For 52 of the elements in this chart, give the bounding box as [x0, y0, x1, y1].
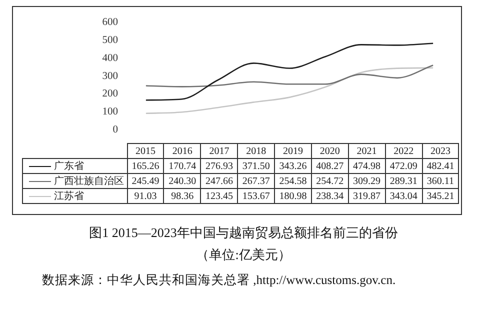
data-label: 482.41 — [422, 158, 459, 174]
data-label: 170.74 — [164, 158, 201, 174]
data-label: 180.98 — [274, 188, 312, 204]
data-label: 165.26 — [127, 158, 164, 174]
line-series — [145, 64, 434, 88]
x-tick-label: 2015 — [127, 144, 164, 158]
data-label: 474.98 — [348, 158, 386, 174]
data-label: 245.49 — [127, 174, 164, 188]
data-label: 91.03 — [127, 188, 164, 204]
text: 图1 2015—2023年中国与越南贸易总额排名前三的省份 — [88, 224, 399, 242]
y-tick-label: 500 — [102, 34, 118, 46]
y-tick-label: 600 — [102, 17, 118, 28]
data-label: 153.67 — [238, 188, 274, 204]
data-label: 360.11 — [422, 174, 459, 188]
y-tick-label: 300 — [102, 70, 118, 82]
x-tick-label: 2018 — [238, 144, 274, 158]
line-series — [145, 67, 434, 114]
line-series — [145, 42, 434, 101]
data-label: 276.93 — [200, 158, 238, 174]
x-tick-label: 2023 — [422, 144, 459, 158]
y-tick-label: 200 — [102, 88, 118, 100]
data-label: 240.30 — [164, 174, 201, 188]
data-label: 238.34 — [311, 188, 348, 204]
legend-label: 广东省 — [54, 161, 84, 172]
text: （单位:亿美元） — [195, 246, 292, 264]
x-tick-label: 2017 — [200, 144, 238, 158]
source-note: 数据来源：中华人民共和国海关总署 ,http://www.customs.gov.cn. — [41, 272, 397, 289]
data-label: 289.31 — [385, 174, 422, 188]
data-label: 319.87 — [348, 188, 386, 204]
data-label: 267.37 — [238, 174, 274, 188]
data-label: 371.50 — [238, 158, 274, 174]
data-label: 123.45 — [200, 188, 238, 204]
data-label: 309.29 — [348, 174, 386, 188]
data-label: 98.36 — [164, 188, 201, 204]
x-tick-label: 2022 — [385, 144, 422, 158]
data-label: 247.66 — [200, 174, 238, 188]
legend-label: 江苏省 — [54, 191, 84, 202]
legend-label: 广西壮族自治区 — [54, 176, 124, 187]
x-tick-label: 2021 — [348, 144, 386, 158]
data-label: 254.58 — [274, 174, 312, 188]
data-label: 472.09 — [385, 158, 422, 174]
data-label: 254.72 — [311, 174, 348, 188]
y-tick-label: 400 — [102, 52, 118, 64]
data-label: 343.26 — [274, 158, 312, 174]
data-label: 343.04 — [385, 188, 422, 204]
data-label: 408.27 — [311, 158, 348, 174]
x-tick-label: 2020 — [311, 144, 348, 158]
y-tick-label: 0 — [112, 124, 118, 136]
y-tick-label: 100 — [102, 106, 118, 118]
x-tick-label: 2019 — [274, 144, 312, 158]
x-tick-label: 2016 — [164, 144, 201, 158]
data-label: 345.21 — [422, 188, 459, 204]
